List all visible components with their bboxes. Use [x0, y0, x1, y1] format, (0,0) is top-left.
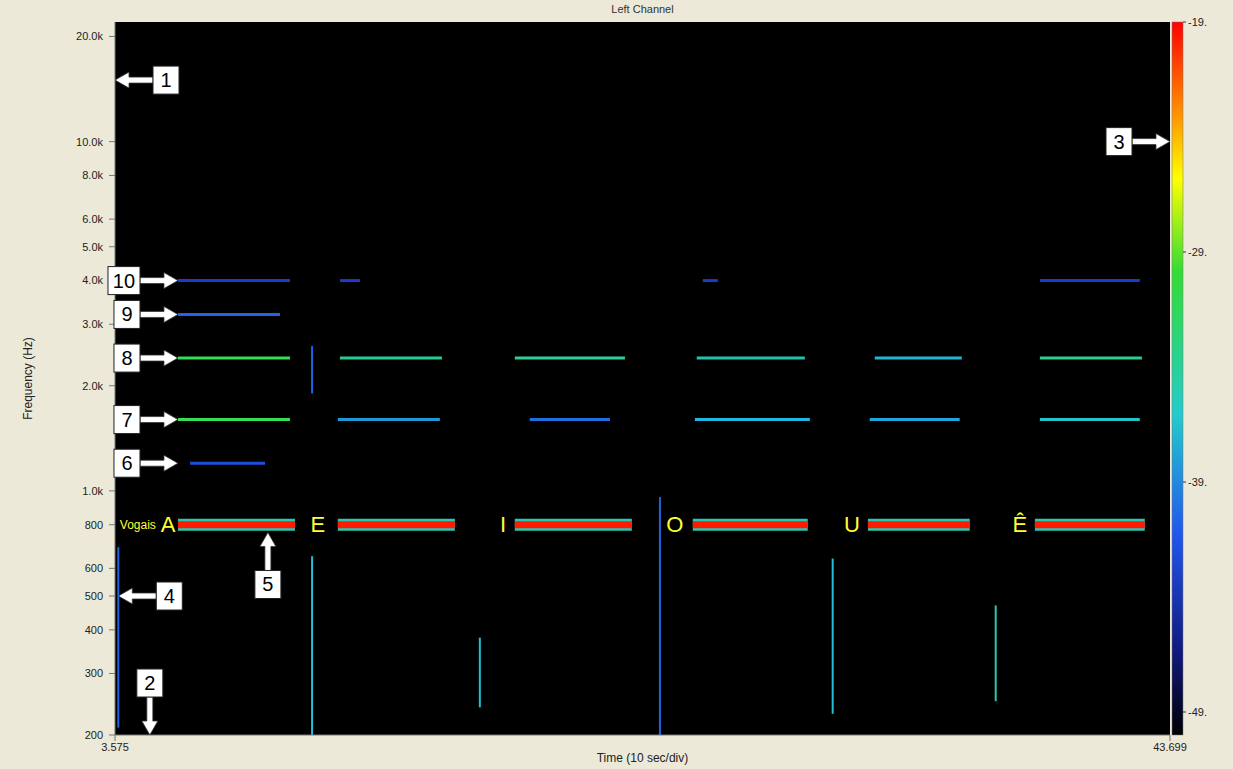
svg-text:4.0k: 4.0k: [82, 274, 103, 286]
svg-text:8: 8: [121, 347, 132, 369]
svg-text:4: 4: [164, 585, 175, 607]
svg-text:O: O: [666, 512, 683, 537]
svg-text:3: 3: [1113, 131, 1124, 153]
svg-text:7: 7: [121, 409, 132, 431]
svg-text:A: A: [161, 512, 176, 537]
svg-text:6.0k: 6.0k: [82, 213, 103, 225]
svg-text:9: 9: [121, 303, 132, 325]
svg-text:8.0k: 8.0k: [82, 169, 103, 181]
svg-text:20.0k: 20.0k: [76, 30, 103, 42]
svg-text:6: 6: [121, 452, 132, 474]
svg-text:Time (10 sec/div): Time (10 sec/div): [597, 751, 689, 765]
svg-text:5: 5: [262, 573, 273, 595]
svg-text:2: 2: [144, 672, 155, 694]
svg-text:1.0k: 1.0k: [82, 485, 103, 497]
svg-text:U: U: [844, 512, 860, 537]
svg-text:3.575: 3.575: [101, 741, 129, 753]
svg-text:5.0k: 5.0k: [82, 241, 103, 253]
svg-text:200: 200: [85, 729, 103, 741]
svg-text:2.0k: 2.0k: [82, 380, 103, 392]
svg-text:300: 300: [85, 667, 103, 679]
svg-text:-49.: -49.: [1188, 706, 1207, 718]
svg-text:600: 600: [85, 562, 103, 574]
svg-text:800: 800: [85, 519, 103, 531]
svg-text:400: 400: [85, 624, 103, 636]
svg-text:Vogais: Vogais: [120, 518, 156, 532]
svg-text:Frequency (Hz): Frequency (Hz): [21, 337, 35, 420]
svg-text:10.0k: 10.0k: [76, 136, 103, 148]
svg-text:Left Channel: Left Channel: [611, 3, 673, 15]
svg-text:I: I: [500, 512, 506, 537]
svg-text:43.699: 43.699: [1153, 741, 1187, 753]
svg-text:Ê: Ê: [1013, 512, 1028, 537]
svg-text:3.0k: 3.0k: [82, 318, 103, 330]
svg-text:E: E: [311, 512, 326, 537]
svg-text:-39.: -39.: [1188, 476, 1207, 488]
svg-text:-19.: -19.: [1188, 16, 1207, 28]
svg-text:500: 500: [85, 590, 103, 602]
svg-text:10: 10: [113, 270, 135, 292]
svg-text:-29.: -29.: [1188, 246, 1207, 258]
svg-text:1: 1: [160, 69, 171, 91]
